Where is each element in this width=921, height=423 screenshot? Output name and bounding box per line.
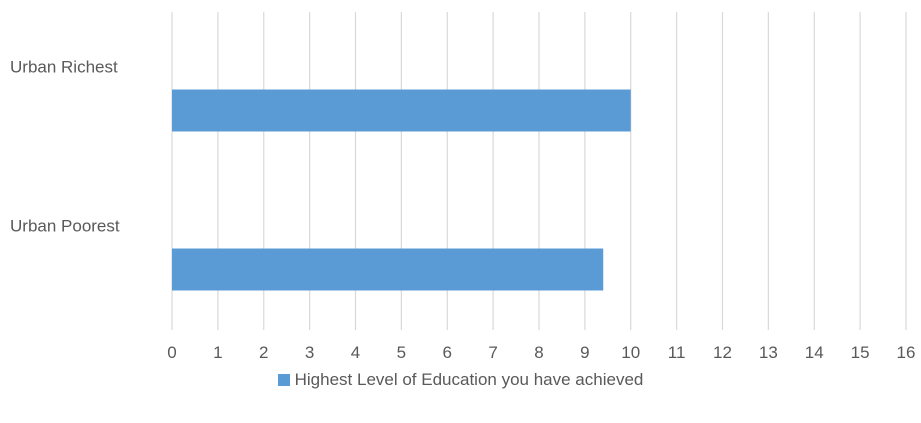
bar [172, 89, 631, 132]
x-tick-label: 14 [805, 343, 824, 360]
x-tick-label: 1 [213, 343, 222, 360]
bar [172, 248, 604, 291]
x-tick-label: 7 [488, 343, 497, 360]
x-tick-label: 16 [897, 343, 916, 360]
x-tick-label: 0 [167, 343, 176, 360]
legend-swatch [277, 374, 290, 386]
x-tick-label: 9 [580, 343, 589, 360]
x-tick-label: 6 [443, 343, 452, 360]
x-tick-label: 5 [397, 343, 406, 360]
x-tick-label: 3 [305, 343, 314, 360]
x-tick-label: 15 [851, 343, 870, 360]
x-tick-label: 8 [534, 343, 543, 360]
x-tick-label: 10 [621, 343, 640, 360]
legend-label: Highest Level of Education you have achi… [294, 370, 644, 389]
category-label: Urban Richest [10, 58, 118, 77]
category-label: Urban Poorest [10, 217, 120, 236]
x-tick-label: 4 [351, 343, 360, 360]
x-tick-label: 11 [668, 343, 686, 360]
legend: Highest Level of Education you have achi… [0, 370, 921, 390]
x-tick-label: 12 [713, 343, 732, 360]
x-tick-label: 13 [759, 343, 778, 360]
x-tick-label: 2 [259, 343, 268, 360]
